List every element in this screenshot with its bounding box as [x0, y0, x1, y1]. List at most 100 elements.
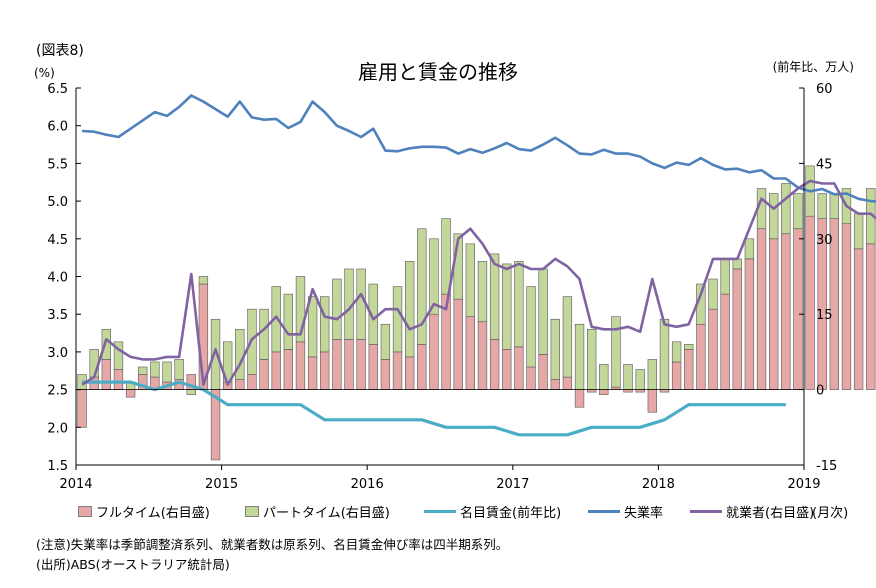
fulltime-bar	[538, 354, 548, 390]
fulltime-bar	[307, 356, 318, 390]
fulltime-bar	[271, 351, 281, 390]
right-tick-label: 60	[816, 82, 833, 97]
fulltime-bar	[599, 389, 609, 395]
parttime-bar	[744, 238, 755, 260]
parttime-bar	[526, 286, 536, 368]
fulltime-bar	[805, 215, 815, 390]
legend-label: 失業率	[624, 506, 664, 521]
legend-item-parttime: パートタイム(右目盛)	[245, 502, 390, 521]
parttime-bar	[720, 258, 730, 295]
right-axis-unit: (前年比、万人)	[772, 60, 854, 74]
legend-label: 名目賃金(前年比)	[460, 506, 562, 521]
left-tick-label: 1.5	[47, 459, 68, 474]
legend-item-unemployment: 失業率	[588, 502, 663, 521]
left-tick-label: 4.0	[47, 271, 68, 286]
fulltime-bar	[647, 389, 658, 413]
parttime-bar	[404, 261, 415, 358]
legend-label: フルタイム(右目盛)	[96, 506, 210, 521]
right-tick-label: -15	[816, 459, 837, 474]
fulltime-bar	[768, 238, 779, 390]
source-note: (出所)ABS(オーストラリア統計局)	[36, 557, 230, 572]
parttime-bar	[138, 366, 148, 375]
fulltime-bar	[841, 223, 852, 390]
fulltime-bar	[489, 339, 500, 390]
parttime-bar	[429, 238, 439, 315]
parttime-bar	[708, 278, 718, 310]
parttime-bar	[684, 344, 694, 350]
parttime-bar	[574, 323, 585, 390]
left-tick-label: 2.0	[47, 421, 68, 436]
legend-item-fulltime: フルタイム(右目盛)	[78, 502, 210, 521]
fulltime-bar	[429, 313, 439, 390]
legend-swatch	[245, 506, 259, 517]
right-tick-label: 30	[816, 233, 833, 248]
parttime-bar	[502, 263, 512, 350]
fulltime-bar	[853, 248, 864, 390]
fulltime-bar	[125, 389, 136, 398]
parttime-bar	[101, 328, 112, 360]
x-tick-label: 2017	[496, 477, 529, 492]
fulltime-bar	[283, 349, 294, 390]
x-tick-label: 2014	[59, 477, 92, 492]
right-tick-label: 45	[816, 157, 833, 172]
legend-swatch	[690, 510, 722, 513]
left-axis-unit: (%)	[34, 66, 55, 80]
parttime-bar	[441, 218, 451, 295]
parttime-bar	[380, 323, 391, 360]
legend-swatch	[588, 510, 620, 513]
chart-title: 雇用と賃金の推移	[358, 60, 518, 84]
fulltime-bar	[526, 366, 536, 390]
parttime-bar	[392, 286, 403, 353]
fulltime-bar	[866, 243, 876, 390]
fulltime-bar	[113, 369, 124, 390]
fulltime-bar	[671, 361, 682, 390]
parttime-bar	[271, 286, 281, 353]
fulltime-bar	[550, 379, 560, 390]
legend-label: パートタイム(右目盛)	[263, 506, 390, 521]
fulltime-bar	[356, 339, 366, 390]
parttime-bar	[793, 193, 803, 230]
parttime-bar	[320, 296, 330, 353]
parttime-bar	[853, 213, 864, 250]
parttime-bar	[829, 193, 840, 219]
parttime-bar	[332, 278, 342, 340]
parttime-bar	[477, 261, 488, 323]
legend-swatch	[78, 506, 92, 517]
parttime-bar	[514, 261, 524, 348]
parttime-bar	[186, 389, 196, 395]
parttime-bar	[150, 361, 160, 378]
parttime-bar	[817, 193, 827, 219]
left-tick-label: 3.5	[47, 308, 68, 323]
fulltime-bar	[684, 349, 694, 390]
parttime-bar	[768, 193, 779, 240]
legend-label: 就業者(右目盛)	[726, 506, 815, 521]
left-tick-label: 5.0	[47, 195, 68, 210]
parttime-bar	[295, 276, 306, 343]
parttime-bar	[356, 268, 366, 340]
fulltime-bar	[380, 359, 391, 390]
x-tick-label: 2019	[787, 477, 820, 492]
parttime-bar	[671, 341, 682, 363]
fulltime-bar	[392, 351, 403, 390]
parttime-bar	[586, 328, 597, 390]
parttime-bar	[659, 318, 670, 390]
fulltime-bar	[259, 359, 269, 390]
fulltime-bar	[562, 376, 573, 390]
parttime-bar	[283, 293, 294, 350]
fulltime-bar	[756, 228, 767, 390]
x-tick-label: 2018	[642, 477, 675, 492]
fulltime-bar	[514, 346, 524, 390]
parttime-bar	[781, 183, 791, 235]
left-tick-label: 3.0	[47, 346, 68, 361]
right-tick-label: 0	[816, 384, 824, 399]
fulltime-bar	[77, 389, 87, 428]
parttime-bar	[623, 364, 633, 390]
parttime-bar	[489, 253, 500, 340]
fulltime-bar	[295, 341, 306, 390]
fulltime-bar	[332, 339, 342, 390]
right-tick-label: 15	[816, 308, 833, 323]
parttime-bar	[732, 258, 742, 270]
fulltime-bar	[477, 321, 488, 390]
left-tick-label: 5.5	[47, 157, 68, 172]
parttime-bar	[465, 243, 476, 318]
